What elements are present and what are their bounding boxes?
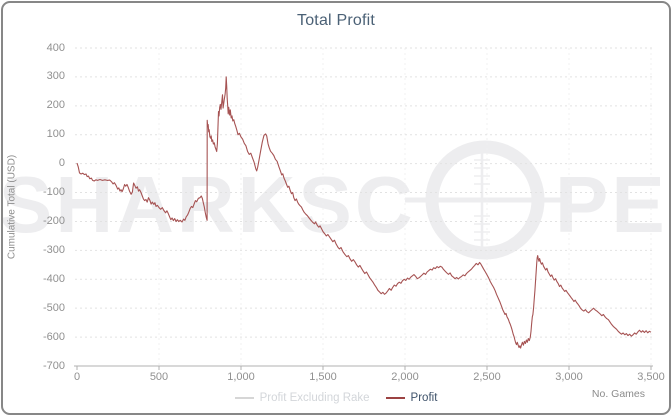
- gridlines: [75, 47, 653, 366]
- x-tick-label: 1,000: [227, 371, 255, 383]
- legend-line-swatch-gray: [234, 397, 254, 399]
- chart-canvas: SHARKSC PE: [3, 47, 668, 370]
- y-tick-label: -500: [42, 301, 65, 314]
- x-axis-label: No. Games: [591, 388, 645, 400]
- y-tick-label: 400: [46, 41, 65, 54]
- x-tick-label: 3,000: [555, 371, 583, 383]
- x-tick-label: 2,000: [391, 371, 419, 383]
- y-tick-label: -300: [42, 243, 65, 256]
- legend: Profit Excluding Rake Profit: [3, 392, 669, 404]
- profit-line-series: [76, 76, 652, 349]
- y-tick-label: -700: [42, 359, 65, 372]
- chart-title: Total Profit: [297, 12, 375, 29]
- y-tick-label: -100: [42, 186, 65, 199]
- y-tick-label: -400: [42, 272, 65, 285]
- y-tick-label: -200: [42, 214, 65, 227]
- legend-item-profit-excluding-rake[interactable]: Profit Excluding Rake: [234, 392, 370, 404]
- scope-reticle-icon: [405, 140, 565, 260]
- y-tick-label: 100: [46, 128, 65, 141]
- legend-label-profit-excluding-rake: Profit Excluding Rake: [259, 392, 370, 404]
- watermark: SHARKSC PE: [3, 140, 668, 260]
- x-tick-label: 0: [73, 371, 81, 383]
- y-tick-label: 300: [46, 70, 65, 83]
- x-tick-label: 1,500: [309, 371, 337, 383]
- watermark-text-left: SHARKSC: [3, 160, 416, 249]
- x-axis: [74, 365, 653, 370]
- x-tick-label: 2,500: [473, 371, 501, 383]
- legend-item-profit[interactable]: Profit: [385, 392, 438, 404]
- y-tick-label: 0: [58, 157, 65, 170]
- x-tick-label: 500: [149, 371, 169, 383]
- legend-line-swatch-red: [385, 397, 405, 399]
- watermark-text-right: PE: [555, 160, 668, 249]
- y-tick-label: -600: [42, 330, 65, 343]
- y-tick-label: 200: [46, 99, 65, 112]
- legend-label-profit: Profit: [410, 392, 438, 404]
- x-tick-label: 3,500: [637, 371, 665, 383]
